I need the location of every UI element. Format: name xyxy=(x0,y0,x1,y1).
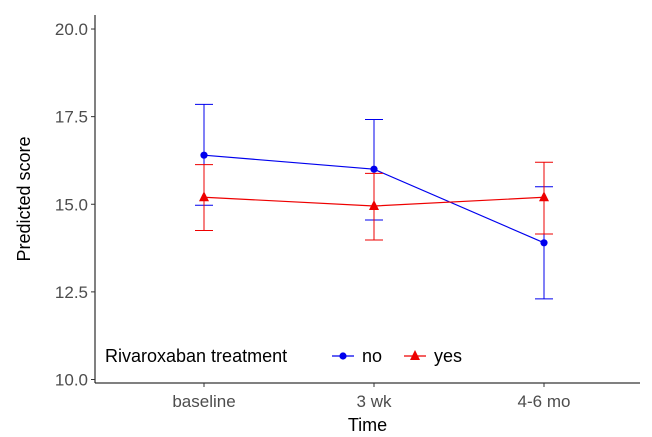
legend-title: Rivaroxaban treatment xyxy=(105,346,287,366)
y-tick-label: 15.0 xyxy=(55,195,88,214)
data-point-yes xyxy=(369,200,379,211)
x-tick-label: 3 wk xyxy=(357,392,392,411)
y-tick-label: 10.0 xyxy=(55,370,88,389)
y-tick-label: 17.5 xyxy=(55,108,88,127)
data-point-yes xyxy=(539,191,549,202)
y-tick-label: 12.5 xyxy=(55,283,88,302)
x-tick-label: 4-6 mo xyxy=(518,392,571,411)
y-axis-title: Predicted score xyxy=(14,136,34,261)
legend-label-no: no xyxy=(362,346,382,366)
series-yes xyxy=(195,161,553,241)
legend-key-marker-no xyxy=(339,352,347,360)
x-axis-title: Time xyxy=(348,415,387,435)
legend: Rivaroxaban treatment no yes xyxy=(105,346,462,366)
data-point-no xyxy=(200,151,208,159)
axes xyxy=(94,15,640,384)
legend-label-yes: yes xyxy=(434,346,462,366)
x-axis-ticks: baseline 3 wk 4-6 mo xyxy=(172,383,570,411)
y-axis-ticks: 10.0 12.5 15.0 17.5 20.0 xyxy=(55,20,95,389)
legend-key-marker-yes xyxy=(410,350,420,360)
series-layer xyxy=(195,103,553,300)
y-tick-label: 20.0 xyxy=(55,20,88,39)
x-tick-label: baseline xyxy=(172,392,235,411)
data-point-yes xyxy=(199,191,209,202)
data-point-no xyxy=(370,165,378,173)
data-point-no xyxy=(540,239,548,247)
